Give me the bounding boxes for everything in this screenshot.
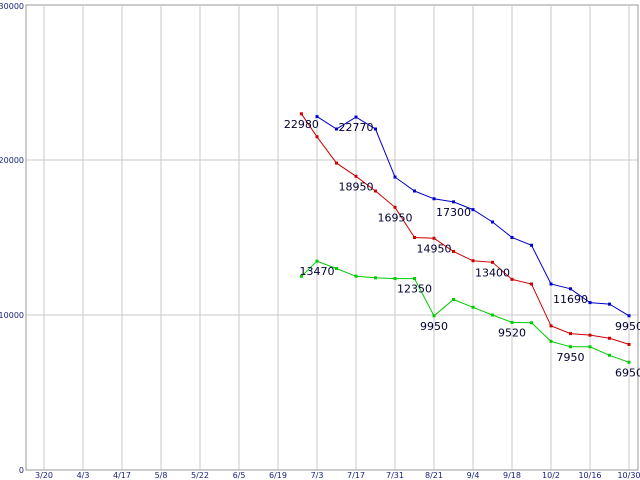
data-label: 22770: [339, 121, 374, 134]
x-tick-label: 5/22: [191, 471, 209, 480]
data-point: [510, 320, 514, 324]
data-point: [588, 333, 592, 337]
data-point: [471, 305, 475, 309]
data-point: [608, 336, 611, 340]
data-point: [432, 197, 436, 201]
plot-area: [25, 4, 639, 471]
x-tick-label: 9/4: [467, 471, 480, 480]
x-tick-label: 6/5: [233, 471, 246, 480]
data-label: 6950: [615, 366, 640, 379]
data-label: 9520: [498, 326, 526, 339]
data-point: [627, 360, 631, 364]
data-point: [299, 112, 303, 116]
data-point: [393, 175, 397, 179]
data-point: [354, 115, 358, 119]
data-point: [413, 189, 416, 193]
x-tick-label: 6/19: [269, 471, 287, 480]
data-point: [315, 115, 319, 119]
data-label: 9950: [615, 320, 640, 333]
data-point: [354, 274, 358, 278]
x-tick-label: 7/17: [347, 471, 365, 480]
data-point: [530, 282, 533, 286]
data-point: [335, 267, 338, 270]
data-point: [374, 127, 377, 131]
data-point: [588, 345, 592, 349]
data-point: [471, 259, 475, 263]
data-point: [530, 321, 533, 325]
series-line-3: [301, 260, 630, 363]
data-point: [588, 301, 592, 305]
data-label: 11690: [553, 293, 588, 306]
data-point: [393, 277, 397, 281]
data-point: [413, 236, 416, 239]
data-label: 16950: [378, 211, 413, 224]
data-label: 12350: [397, 283, 432, 296]
data-point: [491, 220, 494, 224]
data-point: [452, 298, 455, 301]
data-point: [393, 205, 397, 209]
data-point: [374, 276, 377, 280]
series-line-2: [300, 113, 630, 345]
y-tick-label: 0: [19, 466, 24, 475]
data-point: [354, 174, 358, 178]
data-point: [510, 236, 514, 239]
data-point: [299, 274, 303, 278]
x-tick-label: 7/31: [386, 471, 404, 480]
data-label: 13400: [475, 266, 510, 279]
data-label: 13470: [300, 265, 335, 278]
data-point: [315, 135, 319, 139]
data-point: [452, 249, 455, 253]
data-point: [549, 339, 553, 343]
data-point: [374, 189, 377, 193]
data-point: [549, 324, 553, 328]
data-point: [510, 277, 514, 281]
data-point: [491, 260, 494, 264]
x-tick-label: 5/8: [155, 471, 168, 480]
x-tick-label: 10/2: [542, 471, 560, 480]
data-point: [452, 200, 455, 204]
y-tick-label: 10000: [0, 311, 24, 320]
data-point: [335, 161, 338, 165]
data-label: 14950: [417, 242, 452, 255]
x-tick-label: 4/17: [113, 471, 131, 480]
data-point: [530, 243, 533, 247]
data-point: [627, 342, 631, 346]
data-point: [471, 208, 475, 212]
x-tick-label: 8/21: [425, 471, 443, 480]
y-tick-label: 20000: [0, 156, 24, 165]
data-point: [569, 332, 572, 336]
x-tick-label: 10/16: [578, 471, 601, 480]
data-point: [315, 259, 319, 263]
data-label: 17300: [436, 206, 471, 219]
x-tick-label: 7/3: [311, 471, 324, 480]
data-point: [608, 353, 611, 357]
x-tick-label: 4/3: [77, 471, 90, 480]
data-point: [569, 345, 572, 349]
data-label: 7950: [557, 351, 585, 364]
x-tick-label: 3/20: [35, 471, 53, 480]
data-point: [627, 314, 631, 318]
data-point: [432, 236, 436, 240]
data-label: 18950: [339, 180, 374, 193]
data-label: 22980: [284, 118, 319, 131]
data-label: 9950: [420, 320, 448, 333]
data-point: [491, 313, 494, 317]
y-tick-label: 30000: [0, 2, 24, 11]
data-point: [608, 302, 611, 306]
data-point: [432, 314, 436, 318]
x-tick-label: 9/18: [503, 471, 521, 480]
data-point: [569, 287, 572, 291]
data-point: [549, 282, 553, 286]
x-tick-label: 10/30: [617, 471, 640, 480]
data-point: [335, 127, 338, 131]
data-point: [413, 277, 416, 281]
